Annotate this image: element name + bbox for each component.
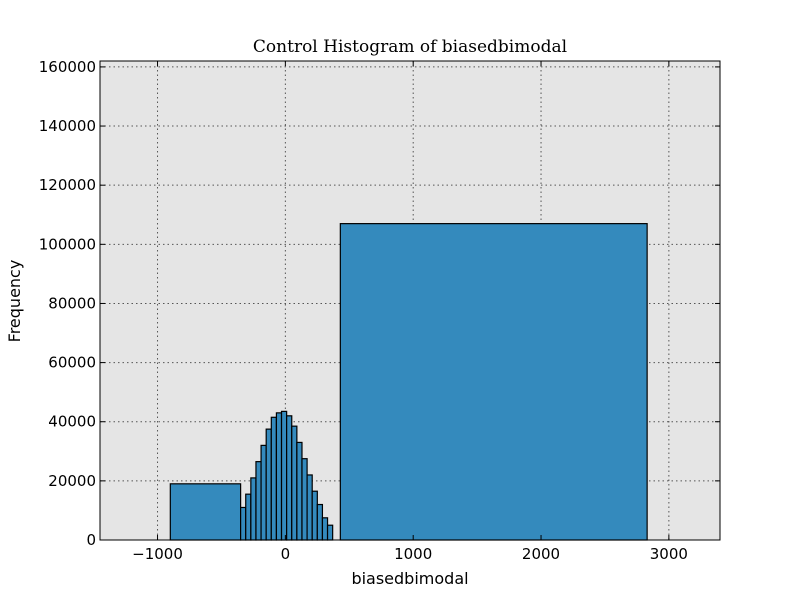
histogram-bar [296, 441, 303, 541]
y-tick-label: 120000 [39, 176, 96, 194]
histogram-bar [286, 415, 293, 541]
x-axis-label: biasedbimodal [351, 569, 468, 588]
x-tick-labels: −1000 0 1000 2000 3000 [132, 545, 688, 563]
x-tick-label: 1000 [394, 545, 432, 563]
histogram-bar [339, 223, 648, 541]
histogram-bar [291, 425, 298, 541]
y-tick-label: 20000 [48, 472, 96, 490]
y-tick-labels: 0 20000 40000 60000 80000 100000 120000 140000 1… [39, 58, 96, 549]
histogram-bar [250, 477, 257, 541]
histogram-bar [240, 506, 247, 541]
histogram-bar [270, 416, 278, 541]
x-tick-label: 2000 [522, 545, 560, 563]
histogram-bar [316, 503, 324, 541]
histogram-bar [301, 458, 308, 541]
histogram-bar [326, 524, 334, 541]
y-axis-label: Frequency [5, 260, 24, 343]
y-tick-label: 100000 [39, 235, 96, 253]
histogram-bar [169, 483, 242, 541]
y-tick-label: 60000 [48, 354, 96, 372]
y-tick-label: 160000 [39, 58, 96, 76]
y-tick-label: 0 [86, 531, 96, 549]
histogram-bar [275, 412, 283, 541]
histogram-bar [280, 410, 288, 541]
histogram-bar [255, 461, 262, 541]
histogram-bar [311, 490, 318, 541]
histogram-bar [245, 493, 252, 541]
chart-title: Control Histogram of biasedbimodal [253, 37, 567, 57]
y-tick-label: 40000 [48, 413, 96, 431]
y-tick-label: 80000 [48, 294, 96, 312]
histogram-bar [265, 428, 272, 541]
axis-ticks [100, 61, 720, 541]
y-tick-label: 140000 [39, 117, 96, 135]
x-tick-label: −1000 [132, 545, 183, 563]
histogram-bar [260, 444, 267, 541]
histogram-bar [321, 517, 329, 541]
x-tick-label: 3000 [650, 545, 688, 563]
x-tick-label: 0 [281, 545, 291, 563]
histogram-bar [306, 474, 313, 541]
histogram-bars [169, 223, 648, 541]
plot-frame [99, 60, 721, 541]
